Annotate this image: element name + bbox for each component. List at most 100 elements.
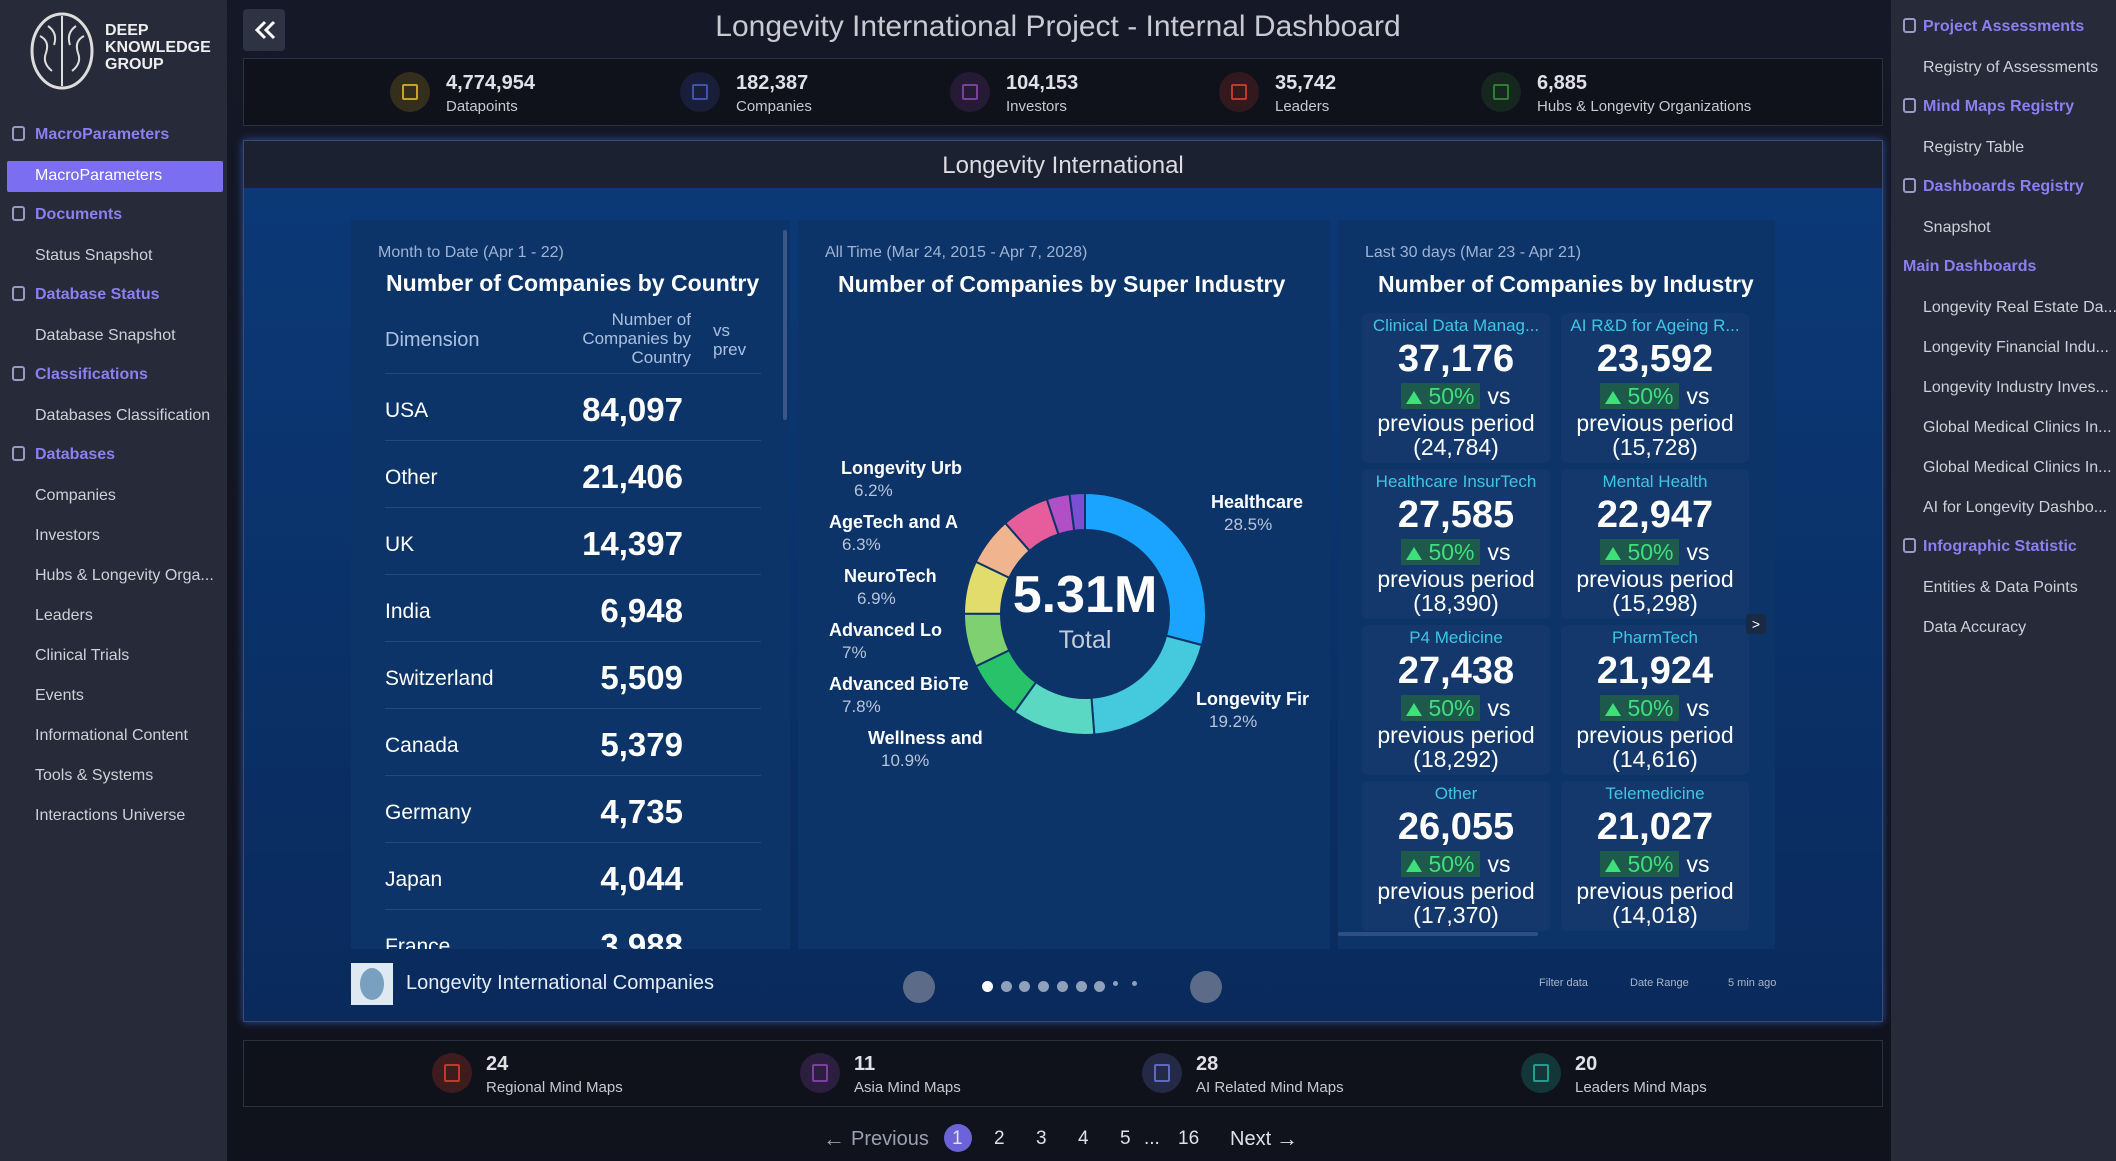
nav-item[interactable]: Snapshot: [1923, 219, 1991, 237]
page-link[interactable]: 4: [1078, 1128, 1089, 1150]
mindmap-glyph: [1154, 1064, 1170, 1082]
change-value: 50%: [1627, 851, 1673, 877]
nav-item[interactable]: AI for Longevity Dashbo...: [1923, 499, 2107, 517]
section-title[interactable]: Mind Maps Registry: [1923, 98, 2074, 116]
nav-item[interactable]: Data Accuracy: [1923, 619, 2026, 637]
donut-label: Advanced BioTe: [829, 674, 969, 694]
nav-item[interactable]: Interactions Universe: [35, 807, 185, 825]
donut-label: AgeTech and A: [829, 512, 958, 532]
logo-text: GROUP: [105, 56, 164, 74]
nav-item[interactable]: Investors: [35, 527, 100, 545]
carousel-dot[interactable]: [1113, 981, 1118, 986]
section-icon: [1903, 98, 1916, 113]
page-link[interactable]: 2: [994, 1128, 1005, 1150]
nav-item[interactable]: Tools & Systems: [35, 767, 153, 785]
change-chip: 50%: [1600, 695, 1678, 721]
card-period: previous period: [1362, 410, 1550, 437]
page-link[interactable]: 1: [952, 1128, 963, 1150]
carousel-dot[interactable]: [1132, 981, 1137, 986]
donut-percent: 6.3%: [842, 535, 881, 554]
carousel-dot[interactable]: [982, 981, 993, 992]
industry-card: PharmTech21,92450%vsprevious period(14,6…: [1561, 625, 1749, 775]
vs-text: vs: [1488, 851, 1511, 877]
collapse-button[interactable]: [243, 9, 285, 51]
industry-card: Clinical Data Manag...37,17650%vspreviou…: [1362, 313, 1550, 463]
column-header: vs prev: [713, 321, 741, 359]
carousel-dot[interactable]: [1057, 981, 1068, 992]
stat-value: 182,387: [736, 72, 808, 95]
section-title[interactable]: Databases: [35, 446, 115, 464]
carousel-prev[interactable]: [903, 971, 935, 1003]
nav-item[interactable]: Registry Table: [1923, 139, 2024, 157]
section-icon: [12, 366, 25, 381]
company-logo: [351, 963, 393, 1005]
mindmap-value: 11: [854, 1053, 875, 1076]
donut-label: Wellness and: [868, 728, 983, 748]
card-value: 27,585: [1362, 494, 1550, 537]
next-link[interactable]: Next: [1230, 1128, 1271, 1151]
nav-item[interactable]: Longevity Real Estate Da...: [1923, 299, 2116, 317]
nav-item[interactable]: Databases Classification: [35, 407, 210, 425]
nav-item[interactable]: Longevity Financial Indu...: [1923, 339, 2109, 357]
nav-item[interactable]: Status Snapshot: [35, 247, 152, 265]
card-previous: (14,616): [1561, 746, 1749, 773]
card-previous: (18,390): [1362, 590, 1550, 617]
country-value: 5,509: [600, 659, 683, 697]
nav-item[interactable]: Entities & Data Points: [1923, 579, 2078, 597]
nav-item[interactable]: Informational Content: [35, 727, 188, 745]
footer-range[interactable]: Date Range: [1630, 977, 1689, 989]
card-name: AI R&D for Ageing R...: [1561, 316, 1749, 336]
country-name: France: [385, 935, 450, 949]
section-title[interactable]: Main Dashboards: [1903, 258, 2036, 276]
vs-text: vs: [1488, 695, 1511, 721]
stat-label: Companies: [736, 98, 812, 115]
footer-updated: 5 min ago: [1728, 977, 1776, 989]
change-chip: 50%: [1401, 539, 1479, 565]
card-change-row: 50%vs: [1362, 539, 1550, 566]
nav-item[interactable]: Global Medical Clinics In...: [1923, 459, 2112, 477]
card-period: previous period: [1362, 878, 1550, 905]
nav-item[interactable]: Global Medical Clinics In...: [1923, 419, 2112, 437]
mindmap-icon: [1142, 1053, 1182, 1093]
carousel-dot[interactable]: [1001, 981, 1012, 992]
section-title[interactable]: Project Assessments: [1923, 18, 2084, 36]
page-link[interactable]: 5: [1120, 1128, 1131, 1150]
stat-value: 4,774,954: [446, 72, 535, 95]
nav-item[interactable]: Leaders: [35, 607, 93, 625]
section-icon: [12, 286, 25, 301]
prev-link[interactable]: Previous: [851, 1128, 929, 1151]
section-title[interactable]: Classifications: [35, 366, 148, 384]
card-value: 22,947: [1561, 494, 1749, 537]
nav-item[interactable]: Events: [35, 687, 84, 705]
page-link[interactable]: 16: [1178, 1128, 1199, 1150]
carousel-next[interactable]: >: [1746, 614, 1766, 634]
donut-panel: All Time (Mar 24, 2015 - Apr 7, 2028)Num…: [798, 220, 1330, 949]
nav-item[interactable]: Hubs & Longevity Orga...: [35, 567, 214, 585]
country-value: 14,397: [582, 525, 683, 563]
section-title[interactable]: Database Status: [35, 286, 160, 304]
section-title[interactable]: MacroParameters: [35, 126, 169, 144]
section-title[interactable]: Infographic Statistic: [1923, 538, 2077, 556]
stat-glyph: [1231, 84, 1247, 100]
nav-item[interactable]: Registry of Assessments: [1923, 59, 2098, 77]
nav-item[interactable]: Database Snapshot: [35, 327, 176, 345]
mindmap-icon: [432, 1053, 472, 1093]
carousel-next[interactable]: [1190, 971, 1222, 1003]
section-title[interactable]: Dashboards Registry: [1923, 178, 2084, 196]
footer-filter[interactable]: Filter data: [1539, 977, 1588, 989]
card-period: previous period: [1561, 410, 1749, 437]
section-title[interactable]: Documents: [35, 206, 122, 224]
mindmap-glyph: [444, 1064, 460, 1082]
page-link[interactable]: ...: [1144, 1128, 1160, 1150]
nav-item[interactable]: MacroParameters: [35, 167, 162, 185]
nav-item[interactable]: Companies: [35, 487, 116, 505]
country-value: 3,988: [600, 927, 683, 949]
country-name: Japan: [385, 868, 442, 892]
stat-label: Investors: [1006, 98, 1067, 115]
nav-item[interactable]: Longevity Industry Inves...: [1923, 379, 2109, 397]
stat-label: Leaders: [1275, 98, 1329, 115]
page-link[interactable]: 3: [1036, 1128, 1047, 1150]
card-change-row: 50%vs: [1362, 851, 1550, 878]
nav-item[interactable]: Clinical Trials: [35, 647, 129, 665]
carousel-dot[interactable]: [1076, 981, 1087, 992]
